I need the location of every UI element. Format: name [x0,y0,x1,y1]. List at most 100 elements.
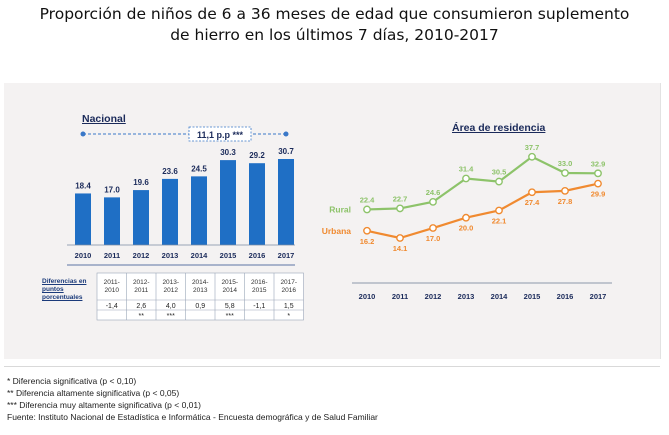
point-data-label: 27.4 [525,198,540,207]
bar [104,197,120,245]
source-note: Fuente: Instituto Nacional de Estadístic… [7,412,378,422]
period-label: 2012- [133,279,150,286]
x-tick-label: 2016 [557,292,574,301]
series-point [462,213,470,222]
bar [133,190,149,245]
divider [4,366,660,367]
bracket-dot-right [283,131,289,137]
difference-value: 5,8 [225,303,235,310]
bar [220,160,236,245]
nacional-label: Nacional [82,113,126,125]
series-point [528,152,536,161]
series-point [396,204,404,213]
bracket-dot-left [80,131,86,137]
note-3: *** Diferencia muy altamente significati… [7,400,201,410]
x-tick-label: 2017 [590,292,607,301]
bar [191,176,207,245]
bar-data-label: 17.0 [104,185,120,194]
point-data-label: 17.0 [426,234,441,243]
period-label: 2016- [251,279,268,286]
period-label: 2013- [162,279,179,286]
period-label: 2014 [223,287,238,294]
area-label: Área de residencia [452,122,546,134]
x-tick-label: 2015 [524,292,541,301]
series-point [594,169,602,178]
point-data-label: 16.2 [360,237,375,246]
line-chart: 2010 2011 2012 2013 2014 2015 2016 2017 22.4 22.7… [322,143,612,301]
bar-data-label: 29.2 [249,151,265,160]
series-point [462,174,470,183]
x-tick-label: 2015 [220,251,237,260]
highlight-label: 11,1 p.p *** [197,130,244,140]
x-tick-label: 2014 [191,251,209,260]
difference-value: -1,1 [253,303,265,310]
chart-title: Proporción de niños de 6 a 36 meses de e… [0,4,669,46]
point-data-label: 22.4 [360,195,375,204]
point-data-label: 29.9 [591,190,606,199]
point-data-label: 32.9 [591,159,606,168]
point-data-label: 14.1 [393,244,408,253]
series-point [363,226,371,235]
difference-value: 0,9 [195,303,205,310]
x-tick-label: 2010 [75,251,92,260]
x-tick-label: 2013 [458,292,475,301]
period-label: 2015 [252,287,267,294]
bar [162,178,178,245]
x-tick-label: 2011 [104,251,120,260]
point-data-label: 24.6 [426,188,441,197]
bar-data-label: 30.7 [278,147,294,156]
series-label: Rural [329,204,351,214]
series-point [495,177,503,186]
bar-data-label: 18.4 [75,181,91,190]
difference-value: 1,5 [284,303,294,310]
significance-mark: *** [167,313,175,320]
point-data-label: 33.0 [558,159,573,168]
diff-table-header: Diferencias en puntos porcentuales [42,278,87,301]
bar [249,163,265,245]
significance-mark: *** [226,313,234,320]
point-data-label: 27.8 [558,197,573,206]
point-data-label: 30.5 [492,168,507,177]
period-label: 2014- [192,279,209,286]
series-point [363,205,371,214]
period-label: 2013 [193,287,208,294]
bar-data-label: 24.5 [191,164,207,173]
period-label: 2011- [104,279,120,286]
period-label: 2010 [105,287,120,294]
title-line-2: de hierro en los últimos 7 días, 2010-20… [170,26,499,44]
bar-data-label: 23.6 [162,167,178,176]
period-label: 2012 [164,287,179,294]
x-tick-label: 2011 [392,292,408,301]
series-point [528,188,536,197]
difference-table: 2011-2010 -1,4 2012-2011 2,6 ** 2013-2012 4,0 *… [96,272,304,321]
point-data-label: 20.0 [459,224,474,233]
bar [75,193,91,245]
note-1: * Diferencia significativa (p < 0,10) [7,376,137,386]
series-point [396,234,404,242]
series-point [594,179,602,188]
period-label: 2015- [221,279,238,286]
series-point [561,186,569,195]
significance-mark: ** [139,313,145,320]
bar-data-label: 30.3 [220,148,236,157]
bar [278,159,294,245]
difference-value: -1,4 [106,303,118,310]
point-data-label: 37.7 [525,143,540,152]
series-point [429,224,437,232]
x-tick-label: 2017 [278,251,295,260]
x-tick-label: 2014 [491,292,509,301]
x-tick-label: 2016 [249,251,266,260]
title-line-1: Proporción de niños de 6 a 36 meses de e… [39,5,630,23]
series-line-rural [366,155,599,211]
series-line-urbana [366,182,599,240]
highlight-box [188,126,252,142]
series-label: Urbana [322,226,352,236]
note-2: ** Diferencia altamente significativa (p… [7,388,180,398]
series-point [429,197,437,206]
x-tick-label: 2012 [425,292,442,301]
x-tick-label: 2013 [162,251,179,260]
period-label: 2017- [280,279,297,286]
difference-value: 2,6 [136,303,146,310]
period-label: 2016 [282,287,297,294]
